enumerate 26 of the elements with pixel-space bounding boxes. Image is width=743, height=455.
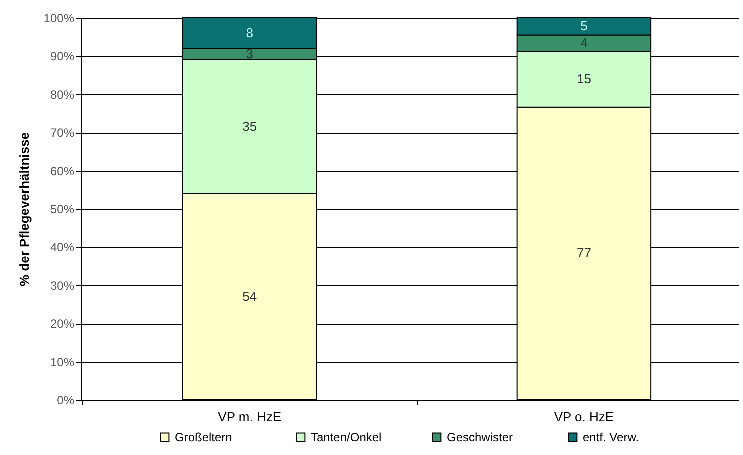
legend-label: entf. Verw. [583,430,640,444]
y-tick-label: 100% [44,12,75,26]
y-tick-label: 30% [50,278,75,293]
y-tick-label: 90% [50,50,75,64]
data-label: 35 [242,118,258,134]
x-tick-label: VP o. HzE [554,410,614,424]
y-tick-label: 10% [50,355,75,370]
legend-label: Großeltern [175,430,232,444]
data-label: 3 [246,46,254,62]
legend-label: Tanten/Onkel [311,430,382,444]
y-tick-label: 0% [57,394,75,408]
data-label: 8 [246,25,254,40]
y-tick-label: 60% [50,164,75,178]
data-label: 77 [576,246,592,261]
y-tick-label: 50% [50,202,75,216]
data-label: 54 [242,288,258,304]
y-axis-title: % der Pflegeverhältnisse [16,132,32,286]
data-label: 4 [580,35,588,50]
data-label: 15 [576,72,592,86]
x-tick-label: VP m. HzE [218,410,282,424]
legend-label: Geschwister [447,430,514,444]
y-tick-label: 80% [50,88,75,102]
y-tick-label: 70% [50,126,75,140]
y-tick-label: 20% [50,317,75,332]
data-label: 5 [580,18,588,34]
y-tick-label: 40% [50,240,75,255]
